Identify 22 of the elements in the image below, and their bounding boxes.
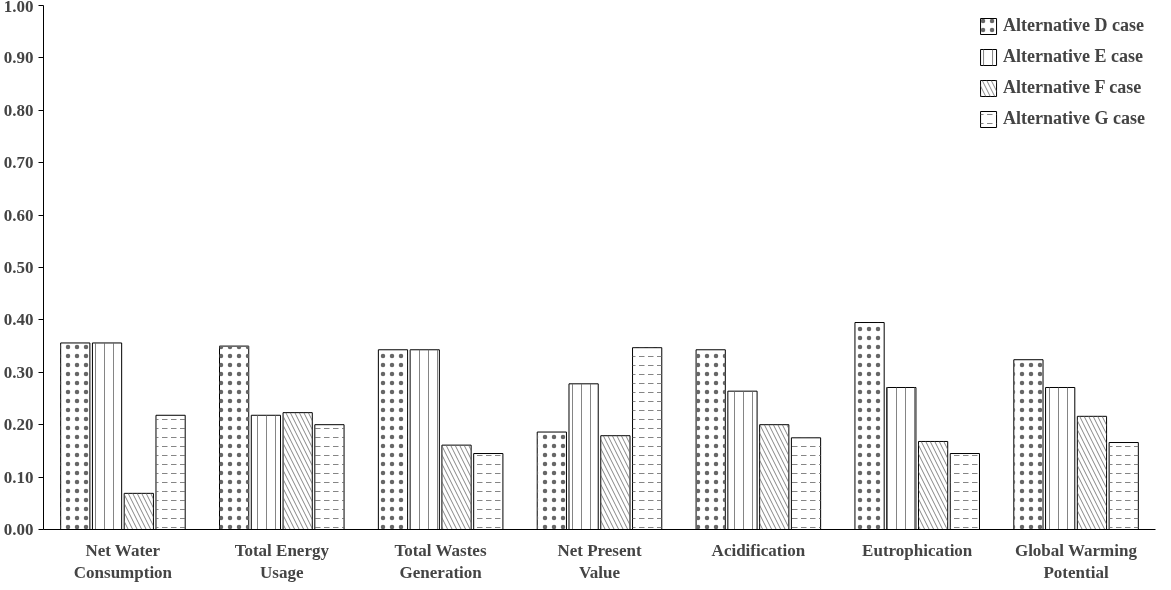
y-tick-label: 0.50 bbox=[3, 258, 34, 277]
y-tick-label: 0.10 bbox=[3, 467, 34, 487]
x-tick-label: Total Energy Usage bbox=[234, 540, 330, 583]
x-tick-label: Net Present Value bbox=[557, 540, 642, 583]
y-tick-label: 0.30 bbox=[3, 362, 34, 382]
x-tick-label: Net Water Consumption bbox=[73, 540, 173, 583]
y-tick-label: 0.40 bbox=[3, 310, 34, 330]
legend-label: Alternative E case bbox=[1003, 46, 1144, 67]
legend-label: Alternative G case bbox=[1003, 108, 1145, 129]
y-tick-label: 0.80 bbox=[3, 100, 34, 120]
y-tick-label: 0.00 bbox=[3, 520, 34, 539]
y-tick-label: 0.70 bbox=[3, 153, 34, 173]
y-tick-label: 0.20 bbox=[3, 415, 34, 435]
x-tick-label: Total Wastes Generation bbox=[394, 540, 487, 583]
y-tick-label: 0.90 bbox=[3, 48, 34, 68]
y-tick-label: 1.00 bbox=[3, 0, 34, 16]
y-tick-label: 0.60 bbox=[3, 205, 34, 225]
legend-label: Alternative D case bbox=[1003, 15, 1144, 36]
x-tick-label: Acidification bbox=[711, 540, 806, 560]
legend-label: Alternative F case bbox=[1003, 77, 1142, 98]
x-tick-label: Eutrophication bbox=[862, 540, 973, 560]
x-tick-label: Global Warming Potential bbox=[1014, 540, 1138, 583]
